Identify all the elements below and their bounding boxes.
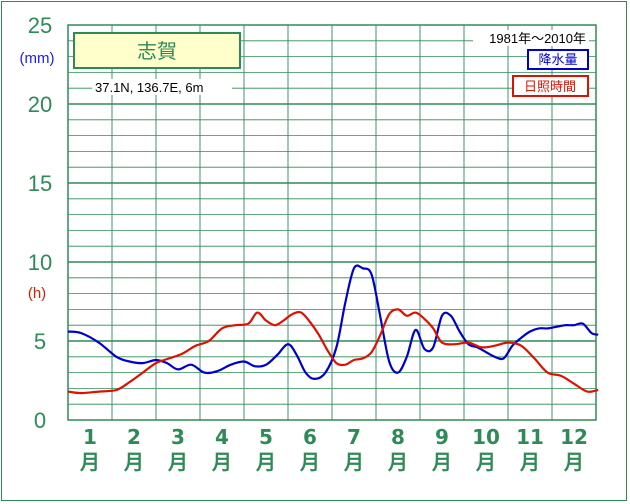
x-tick-label: 4 xyxy=(215,425,229,449)
y-tick-label: 5 xyxy=(34,329,46,354)
x-tick-suffix: 月 xyxy=(519,450,540,474)
x-tick-label: 11 xyxy=(516,425,544,449)
y-tick-label: 25 xyxy=(28,13,52,38)
y-tick-label: 0 xyxy=(34,408,46,433)
y-tick-label: 10 xyxy=(28,250,52,275)
y-ticks: 0 5 10 15 20 25 xyxy=(28,13,52,433)
x-tick-suffix: 月 xyxy=(431,450,452,474)
series-line-sunshine xyxy=(67,308,599,395)
location-info: 37.1N, 136.7E, 6m xyxy=(95,80,203,95)
y-unit-h: (h) xyxy=(28,285,46,302)
legend-precipitation: 降水量 xyxy=(538,53,577,68)
series-line-precipitation xyxy=(67,264,599,380)
x-tick-label: 7 xyxy=(347,425,361,449)
x-tick-suffix: 月 xyxy=(211,450,232,474)
x-tick-label: 3 xyxy=(171,425,185,449)
x-tick-suffix: 月 xyxy=(167,450,188,474)
x-tick-label: 8 xyxy=(391,425,405,449)
x-tick-suffix: 月 xyxy=(387,450,408,474)
x-tick-suffix: 月 xyxy=(563,450,584,474)
legend-sunshine: 日照時間 xyxy=(524,80,576,95)
location-backdrop xyxy=(92,79,232,95)
period-label: 1981年〜2010年 xyxy=(489,31,586,46)
x-tick-label: 6 xyxy=(303,425,317,449)
legend-precipitation-box xyxy=(527,49,589,70)
x-tick-label: 10 xyxy=(472,425,500,449)
x-tick-suffix: 月 xyxy=(123,450,144,474)
period-backdrop xyxy=(473,30,589,46)
station-title: 志賀 xyxy=(137,39,177,63)
x-tick-label: 1 xyxy=(83,425,97,449)
x-tick-label: 12 xyxy=(560,425,588,449)
y-tick-label: 15 xyxy=(28,171,52,196)
y-unit-mm: (mm) xyxy=(20,50,55,67)
station-title-box xyxy=(73,32,241,69)
x-tick-suffix: 月 xyxy=(343,450,364,474)
legend-sunshine-box xyxy=(512,75,589,97)
x-tick-label: 9 xyxy=(435,425,449,449)
x-tick-suffix: 月 xyxy=(475,450,496,474)
x-tick-suffix: 月 xyxy=(299,450,320,474)
x-tick-label: 2 xyxy=(127,425,141,449)
x-tick-label: 5 xyxy=(259,425,273,449)
x-tick-suffix: 月 xyxy=(79,450,100,474)
x-tick-suffix: 月 xyxy=(255,450,276,474)
series xyxy=(67,264,599,395)
y-tick-label: 20 xyxy=(28,92,52,117)
